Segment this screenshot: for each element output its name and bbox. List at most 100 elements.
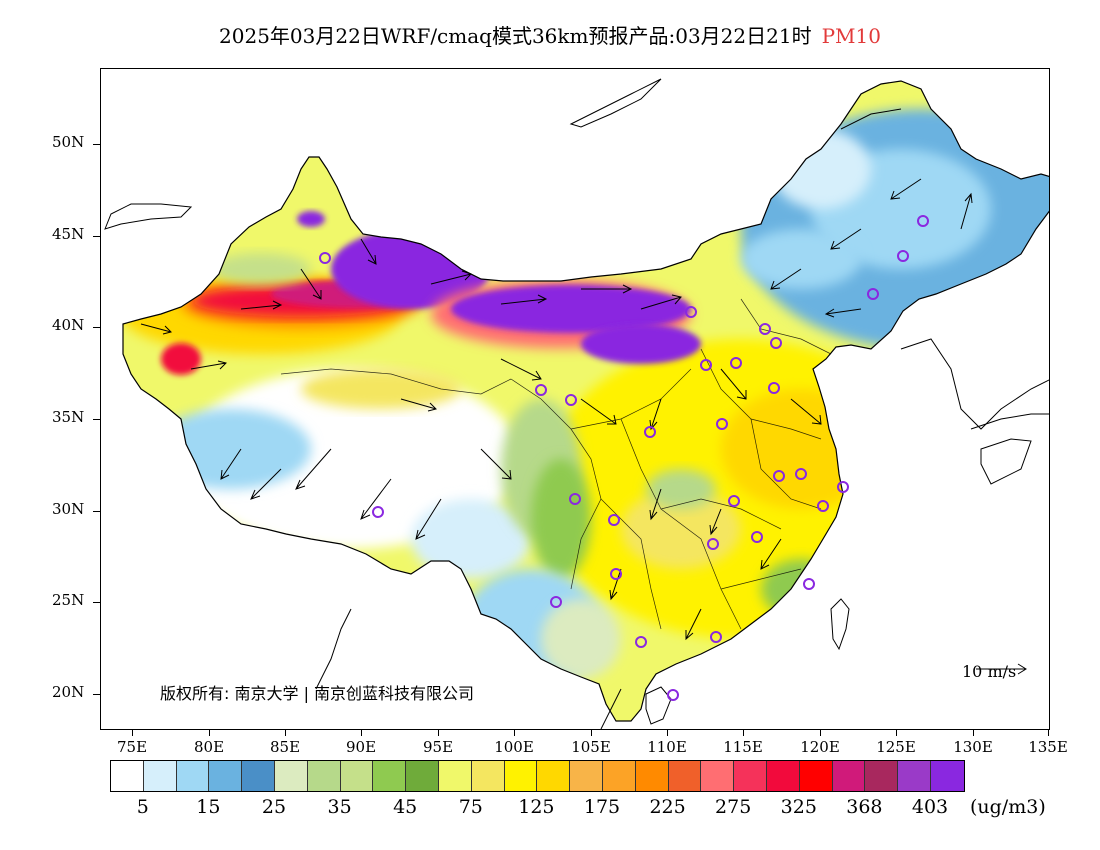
legend-tick-label: 275 <box>715 796 752 818</box>
city-marker-icon <box>770 337 782 349</box>
lat-label-45n: 45N <box>52 225 85 243</box>
wind-arrow-icon <box>500 358 542 381</box>
legend-swatch <box>734 761 767 791</box>
wind-arrow-icon <box>580 398 617 425</box>
city-marker-icon <box>700 359 712 371</box>
lat-label-30n: 30N <box>52 500 85 518</box>
city-marker-icon <box>897 250 909 262</box>
legend-swatch <box>832 761 866 791</box>
city-marker-icon <box>710 631 722 643</box>
city-marker-icon <box>773 470 785 482</box>
legend-tick-label: 175 <box>583 796 621 818</box>
copyright-text: 版权所有: 南京大学 | 南京创蓝科技有限公司 <box>160 684 475 703</box>
coastlines <box>104 78 1049 729</box>
city-marker-icon <box>728 495 740 507</box>
city-marker-icon <box>803 578 815 590</box>
lat-label-40n: 40N <box>52 316 85 334</box>
legend-swatch <box>504 761 538 791</box>
lon-tick <box>514 730 515 736</box>
wind-arrows <box>140 178 1027 675</box>
legend-swatch <box>307 761 341 791</box>
legend-swatch <box>570 761 603 791</box>
lat-label-20n: 20N <box>52 683 85 701</box>
legend-swatch <box>799 761 833 791</box>
legend-swatch <box>340 761 374 791</box>
wind-arrow-icon <box>649 398 662 431</box>
lon-label-95e: 95E <box>422 738 454 756</box>
wind-arrow-icon <box>295 448 332 490</box>
legend-swatch <box>471 761 505 791</box>
city-marker-icon <box>751 531 763 543</box>
lon-label-90e: 90E <box>345 738 377 756</box>
city-marker-icon <box>644 426 656 438</box>
wind-arrow-icon <box>824 308 862 318</box>
lon-label-125e: 125E <box>876 738 916 756</box>
legend-swatch <box>635 761 669 791</box>
lon-label-120e: 120E <box>800 738 840 756</box>
legend-tick-label: 325 <box>780 796 817 818</box>
legend-swatch <box>176 761 210 791</box>
legend-tick-label: 45 <box>393 796 418 818</box>
city-marker-icon <box>707 538 719 550</box>
legend-swatch <box>701 761 735 791</box>
legend-tick-label: 35 <box>327 796 352 818</box>
lon-label-130e: 130E <box>953 738 993 756</box>
city-marker-icon <box>730 357 742 369</box>
map-panel <box>100 68 1050 730</box>
pm10-field-map <box>104 78 1049 729</box>
legend-swatch <box>111 761 144 791</box>
wind-arrow-icon <box>709 508 722 536</box>
legend-swatch <box>537 761 571 791</box>
lon-tick <box>667 730 668 736</box>
wind-arrow-icon <box>140 323 172 335</box>
wind-arrow-icon <box>220 448 242 480</box>
legend-tick-label: 225 <box>649 796 686 818</box>
wind-arrow-icon <box>640 294 682 310</box>
legend-unit: (ug/m3) <box>970 796 1046 818</box>
wind-arrow-icon <box>960 192 973 230</box>
city-marker-icon <box>635 636 647 648</box>
legend-swatch <box>406 761 439 791</box>
lon-tick <box>209 730 210 736</box>
legend-swatch <box>668 761 702 791</box>
lat-tick <box>93 236 100 237</box>
lon-label-85e: 85E <box>269 738 301 756</box>
wind-arrow-icon <box>300 268 322 300</box>
lon-tick <box>973 730 974 736</box>
title-variable: PM10 <box>821 24 881 48</box>
lat-tick <box>93 602 100 603</box>
lon-tick <box>438 730 439 736</box>
lon-tick <box>361 730 362 736</box>
wind-arrow-icon <box>250 468 282 500</box>
map-title: 2025年03月22日WRF/cmaq模式36km预报产品:03月22日21时 P… <box>0 20 1100 49</box>
lon-label-75e: 75E <box>116 738 148 756</box>
legend-swatch <box>898 761 931 791</box>
lat-tick <box>93 511 100 512</box>
province-borders <box>280 298 832 630</box>
lat-tick <box>93 144 100 145</box>
wind-arrow-icon <box>760 538 782 570</box>
legend-tick-label: 5 <box>136 796 149 818</box>
wind-arrow-icon <box>500 294 548 305</box>
legend-swatch <box>143 761 177 791</box>
lon-label-105e: 105E <box>571 738 611 756</box>
lon-tick <box>591 730 592 736</box>
legend-tick-label: 125 <box>518 796 555 818</box>
wind-arrow-icon <box>770 268 802 290</box>
legend-swatch <box>242 761 275 791</box>
wind-arrow-icon <box>830 228 862 250</box>
lon-label-100e: 100E <box>494 738 534 756</box>
lat-label-35n: 35N <box>52 408 85 426</box>
lon-label-135e: 135E <box>1028 738 1068 756</box>
legend-tick-label: 368 <box>846 796 883 818</box>
color-legend <box>110 760 965 792</box>
wind-arrow-icon <box>430 270 472 285</box>
city-marker-icon <box>759 323 771 335</box>
lat-tick <box>93 327 100 328</box>
wind-arrow-icon <box>649 488 662 521</box>
wind-arrow-icon <box>581 284 633 294</box>
city-marker-icon <box>550 596 562 608</box>
legend-swatch <box>373 761 407 791</box>
legend-tick-label: 75 <box>458 796 483 818</box>
city-marker-icon <box>768 382 780 394</box>
